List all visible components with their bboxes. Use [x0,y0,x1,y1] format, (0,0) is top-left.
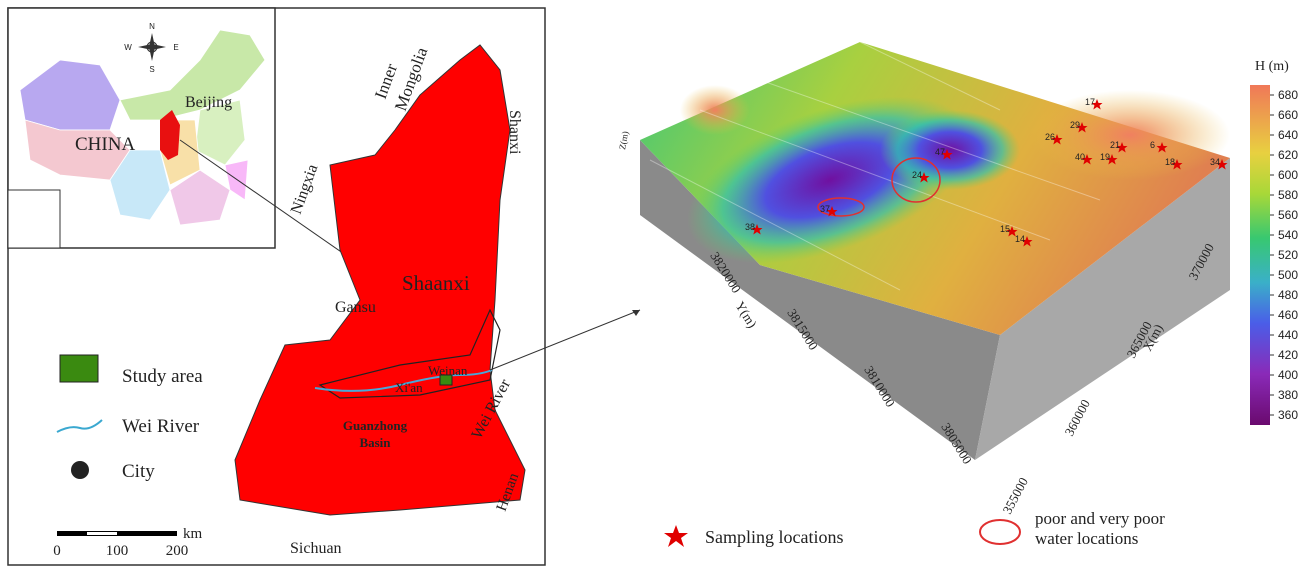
sample-label: 18 [1165,157,1175,167]
legend-text: water locations [1035,529,1138,548]
legend-text: City [122,461,155,482]
colorbar-tick-label: 560 [1278,208,1298,222]
legend-city [71,461,89,479]
figure: N S W E Beijing CHINA Inner Mongolia Sha… [0,0,1313,569]
sichuan-label: Sichuan [290,540,342,557]
sample-label: 24 [912,170,922,180]
shaanxi-label: Shaanxi [402,271,470,295]
colorbar-title: H (m) [1255,59,1289,74]
scale-tick: 0 [53,543,61,559]
legend-text: Wei River [122,416,200,437]
china-label: CHINA [75,134,135,155]
sample-label: 15 [1000,224,1010,234]
sample-label: 40 [1075,152,1085,162]
colorbar-tick-label: 620 [1278,148,1298,162]
weinan-label: Weinan [428,363,468,378]
compass-e: E [173,43,178,52]
sample-label: 37 [820,204,830,214]
compass-w: W [124,43,132,52]
legend-text: poor and very poor [1035,509,1165,528]
scale-bar [57,531,177,536]
colorbar-tick-label: 480 [1278,288,1298,302]
gansu-label: Gansu [335,299,376,316]
south-sea-inset [8,190,60,248]
colorbar-tick-label: 580 [1278,188,1298,202]
legend-text: Sampling locations [705,527,844,547]
sample-label: 26 [1045,132,1055,142]
sample-label: 34 [1210,157,1220,167]
colorbar-tick-label: 360 [1278,408,1298,422]
colorbar-tick-label: 460 [1278,308,1298,322]
colorbar-tick-label: 400 [1278,368,1298,382]
sample-label: 14 [1015,234,1025,244]
sample-label: 19 [1100,152,1110,162]
beijing-label: Beijing [185,94,232,111]
legend-ellipse [980,520,1020,544]
scale-unit: km [183,526,203,542]
sample-label: 47 [935,147,945,157]
colorbar-tick-label: 680 [1278,88,1298,102]
sample-label: 38 [745,222,755,232]
colorbar [1250,85,1270,425]
colorbar-tick-label: 540 [1278,228,1298,242]
z-axis-label: Z(m) [617,130,630,150]
colorbar-tick-label: 660 [1278,108,1298,122]
colorbar-tick-label: 520 [1278,248,1298,262]
sample-label: 17 [1085,97,1095,107]
xian-label: Xi'an [395,380,423,395]
colorbar-tick-label: 600 [1278,168,1298,182]
colorbar-tick-label: 640 [1278,128,1298,142]
scale-tick: 200 [166,543,189,559]
compass-n: N [149,22,155,31]
colorbar-tick-label: 420 [1278,348,1298,362]
sample-label: 29 [1070,120,1080,130]
x-tick-label: 355000 [999,475,1031,516]
legend-study-area [60,355,98,382]
sample-label: 6 [1150,140,1155,150]
page: N S W E Beijing CHINA Inner Mongolia Sha… [0,0,1313,574]
colorbar-tick-label: 380 [1278,388,1298,402]
shanxi-label: Shanxi [506,110,523,155]
surface-block [640,42,1230,460]
legend-star [664,525,688,547]
scale-tick: 100 [106,543,129,559]
legend-text: Study area [122,366,203,387]
guanzhong-2: Basin [359,435,391,450]
guanzhong-1: Guanzhong [343,418,408,433]
sample-label: 21 [1110,140,1120,150]
colorbar-tick-label: 440 [1278,328,1298,342]
colorbar-tick-label: 500 [1278,268,1298,282]
y-axis-label: Y(m) [732,299,760,331]
compass-s: S [149,65,154,74]
x-tick-label: 360000 [1061,397,1093,438]
